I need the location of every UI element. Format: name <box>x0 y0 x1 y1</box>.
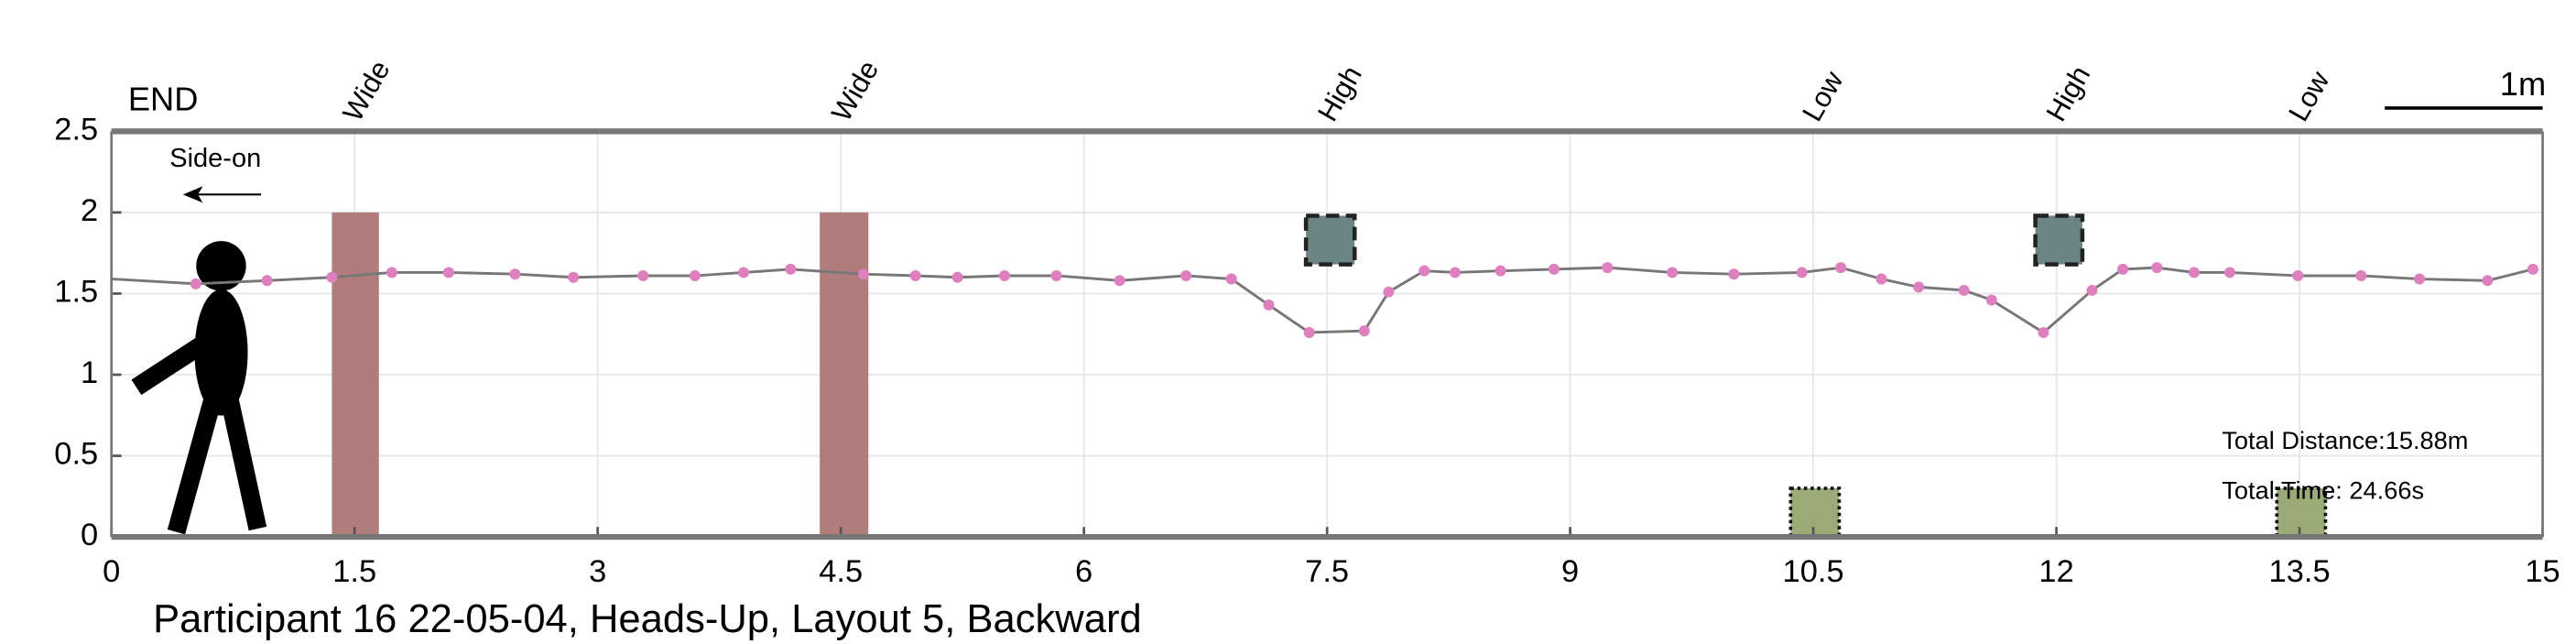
x-tick-label: 13.5 <box>2269 554 2331 589</box>
trace-point <box>2086 284 2098 296</box>
trace-point <box>1114 275 1125 287</box>
obstacle-label: Wide <box>336 55 396 126</box>
trace-point <box>1728 268 1740 280</box>
trace-line <box>111 266 2534 334</box>
trace-point <box>386 267 397 278</box>
chart-title: Participant 16 22-05-04, Heads-Up, Layou… <box>153 597 1142 641</box>
trace-point <box>442 267 454 278</box>
trace-point <box>2414 273 2426 285</box>
x-tick-label: 0 <box>103 554 120 589</box>
trace-point <box>2355 269 2367 281</box>
y-tick-label: 2 <box>81 193 98 228</box>
x-tick-label: 3 <box>589 554 606 589</box>
x-tick-label: 6 <box>1075 554 1092 589</box>
trace-point <box>1548 263 1560 275</box>
walker-icon <box>131 241 267 535</box>
trace-point <box>1449 267 1461 278</box>
trace-point <box>1985 294 1997 306</box>
trace-point <box>637 269 649 281</box>
trace-point <box>1667 267 1679 278</box>
trace-point <box>785 263 797 275</box>
end-label: END <box>128 80 199 117</box>
obstacle-label: Low <box>2282 65 2336 126</box>
trace-point <box>998 269 1010 281</box>
trace-point <box>1958 284 1970 296</box>
grid <box>110 130 2544 539</box>
trace-point <box>1180 269 1192 281</box>
trace-point <box>2189 267 2201 278</box>
trace-point <box>2038 326 2049 338</box>
trace-point <box>261 275 273 287</box>
trace-point <box>1383 286 1395 298</box>
trace-point <box>951 271 963 283</box>
obstacle-label: High <box>1311 60 1368 126</box>
trace-point <box>509 268 521 280</box>
x-tick-label: 4.5 <box>819 554 863 589</box>
trace-point <box>689 269 701 281</box>
obstacle <box>332 212 379 538</box>
obstacle-label: Low <box>1796 65 1850 126</box>
view-label: Side-on <box>169 144 261 173</box>
trace-point <box>909 269 921 281</box>
trace-point <box>1225 273 1237 285</box>
trace-point <box>1418 265 1430 277</box>
x-tick-label: 15 <box>2525 554 2560 589</box>
trace-point <box>737 267 749 278</box>
x-tick-label: 10.5 <box>1783 554 1844 589</box>
x-tick-label: 9 <box>1561 554 1579 589</box>
trace-point <box>568 271 580 283</box>
trace-point <box>1263 299 1275 311</box>
trace-point <box>1303 326 1315 338</box>
trace-point <box>1835 262 1847 274</box>
trace-point <box>2117 263 2129 275</box>
y-tick-label: 1 <box>81 355 98 390</box>
trace-point <box>1602 262 1614 274</box>
time-text: Total Time: 24.66s <box>2222 475 2424 504</box>
trace-point <box>1495 265 1506 277</box>
y-tick-label: 0 <box>81 518 98 552</box>
trace-point <box>326 271 338 283</box>
trace-point <box>857 268 869 280</box>
obstacle <box>1303 213 1357 267</box>
trace-point <box>2223 267 2235 278</box>
trace-point <box>2292 269 2304 281</box>
trace-point <box>2527 263 2538 275</box>
trace-point <box>1358 325 1370 337</box>
direction-arrow <box>182 186 262 203</box>
x-tick-label: 12 <box>2038 554 2073 589</box>
x-tick-label: 7.5 <box>1305 554 1349 589</box>
x-tick-label: 1.5 <box>332 554 376 589</box>
trace-point <box>190 278 201 289</box>
obstacle-label: High <box>2039 60 2096 126</box>
obstacle <box>1788 486 1842 539</box>
trace-point <box>1913 281 1925 293</box>
trace-point <box>1796 267 1808 278</box>
y-tick-label: 0.5 <box>54 437 98 472</box>
trace-point <box>1050 269 1062 281</box>
obstacle <box>2033 213 2085 267</box>
distance-text: Total Distance:15.88m <box>2222 426 2468 454</box>
trace-point <box>1875 273 1887 285</box>
y-tick-label: 1.5 <box>54 275 98 310</box>
obstacle-label: Wide <box>825 55 885 126</box>
scale-label: 1m <box>2500 65 2546 103</box>
trace-point <box>2482 275 2494 287</box>
trace-point <box>2151 262 2163 274</box>
y-tick-label: 2.5 <box>54 112 98 147</box>
obstacle <box>820 212 869 538</box>
